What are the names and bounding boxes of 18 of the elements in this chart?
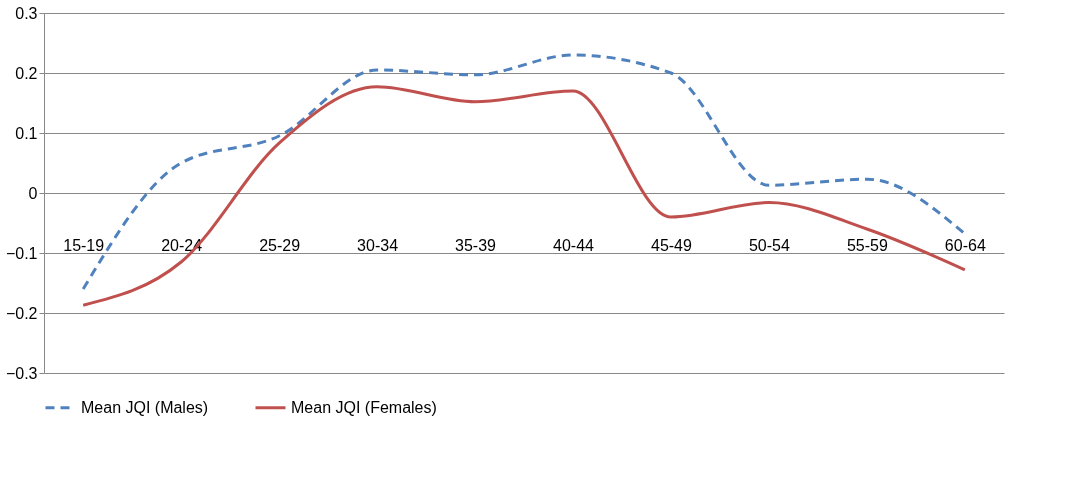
y-tick-label: 0.2 <box>15 64 38 82</box>
legend-label: Mean JQI (Males) <box>81 398 209 416</box>
x-tick-label: 50-54 <box>748 236 790 254</box>
y-tick-label: −0.3 <box>5 364 38 382</box>
x-tick-label: 15-19 <box>63 236 105 254</box>
x-tick-label: 40-44 <box>553 236 595 254</box>
y-tick-label: 0.3 <box>15 4 38 22</box>
y-tick-label: 0 <box>28 184 38 202</box>
y-tick-label: −0.2 <box>5 304 38 322</box>
legend-label: Mean JQI (Females) <box>291 398 437 416</box>
y-tick-label: −0.1 <box>5 244 38 262</box>
x-tick-label: 30-34 <box>357 236 399 254</box>
x-tick-label: 25-29 <box>259 236 301 254</box>
x-tick-label: 60-64 <box>944 236 986 254</box>
x-tick-label: 35-39 <box>455 236 497 254</box>
x-tick-label: 55-59 <box>846 236 888 254</box>
x-tick-label: 45-49 <box>650 236 692 254</box>
y-tick-label: 0.1 <box>15 124 38 142</box>
